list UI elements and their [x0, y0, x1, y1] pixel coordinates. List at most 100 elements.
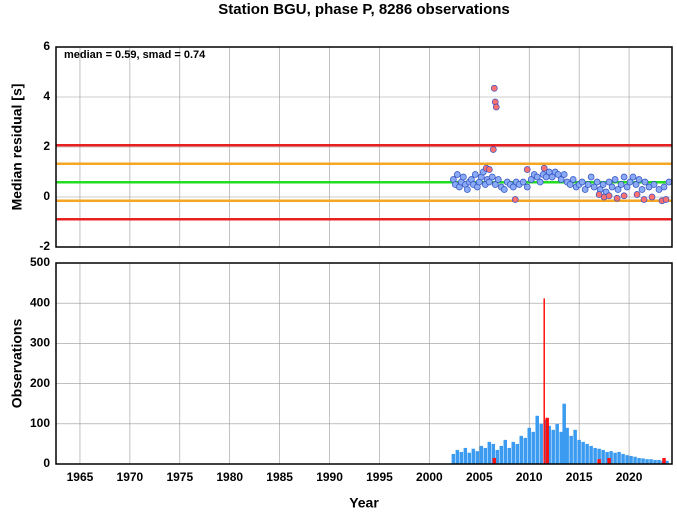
point [587, 173, 595, 181]
bar [653, 459, 657, 464]
point [605, 192, 613, 200]
point [611, 176, 619, 183]
point [489, 146, 497, 153]
annotation: median = 0.59, smad = 0.74 [64, 49, 206, 61]
point [523, 183, 531, 191]
bar [507, 447, 512, 464]
y-axis-label: Observations [9, 319, 25, 409]
bar [463, 447, 468, 464]
bar [662, 457, 666, 464]
point [463, 186, 471, 193]
bar [617, 451, 621, 464]
point [581, 186, 589, 193]
point [569, 176, 577, 183]
bar [547, 425, 551, 464]
y-tick-label: 4 [43, 89, 50, 103]
point [638, 186, 646, 193]
point [548, 173, 556, 181]
bar [645, 459, 649, 464]
bar [487, 441, 492, 464]
bar [535, 415, 539, 464]
point [557, 176, 565, 183]
y-tick-label: 0 [43, 189, 50, 203]
bar [492, 457, 497, 464]
point [566, 181, 574, 188]
y-tick-label: 100 [30, 416, 50, 430]
bar [555, 423, 559, 464]
bar [613, 452, 617, 464]
point [485, 178, 493, 186]
point [509, 183, 517, 191]
bar [459, 451, 464, 464]
y-tick-label: 200 [30, 376, 50, 390]
x-tick-label: 1975 [166, 470, 193, 484]
point [578, 178, 586, 186]
bar [641, 458, 645, 464]
frame [55, 262, 673, 465]
bar [511, 441, 516, 464]
bar [562, 403, 566, 464]
point [471, 171, 479, 178]
y-axis-label: Median residual [s] [9, 84, 25, 211]
y-tick-label: 2 [43, 139, 50, 153]
point [640, 196, 648, 203]
y-tick-label: 300 [30, 336, 50, 350]
point [453, 171, 461, 178]
point [620, 192, 628, 200]
bar [491, 443, 496, 464]
point [500, 186, 508, 193]
point [623, 183, 631, 191]
bar [585, 443, 589, 464]
point [485, 166, 493, 173]
frame [55, 46, 673, 248]
bar [577, 439, 581, 464]
y-tick-label: 0 [43, 456, 50, 470]
point [511, 196, 519, 203]
point [613, 194, 621, 202]
point [492, 103, 500, 111]
chart-title: Station BGU, phase P, 8286 observations [218, 1, 510, 18]
bar [621, 453, 625, 464]
bar [471, 448, 476, 464]
x-tick-label: 1990 [316, 470, 343, 484]
bar [559, 431, 563, 464]
point [662, 196, 670, 203]
point [519, 178, 527, 186]
bar [649, 459, 653, 464]
bar [565, 427, 569, 464]
y-tick-label: 500 [30, 255, 50, 269]
point [660, 183, 668, 191]
bar [665, 460, 669, 464]
bar [545, 417, 549, 464]
bar [625, 455, 629, 464]
point [633, 191, 641, 198]
bar [581, 441, 585, 464]
point [626, 178, 634, 186]
x-tick-label: 2000 [416, 470, 443, 484]
point [629, 173, 637, 181]
point [614, 186, 622, 193]
bar [589, 445, 593, 464]
x-tick-label: 2015 [566, 470, 593, 484]
bar [657, 459, 661, 464]
x-tick-label: 2010 [516, 470, 543, 484]
bar [531, 431, 535, 464]
x-tick-label: 1980 [216, 470, 243, 484]
bar [519, 435, 523, 464]
bar [515, 443, 519, 464]
point [584, 181, 592, 188]
point [650, 181, 658, 188]
bar [527, 427, 531, 464]
bar [467, 452, 472, 464]
bar [637, 457, 641, 464]
bar [543, 298, 545, 464]
x-tick-label: 1965 [67, 470, 94, 484]
point [608, 183, 616, 191]
point [593, 178, 601, 186]
point [459, 173, 467, 181]
bar [593, 447, 597, 464]
bar [629, 455, 633, 464]
y-tick-label: -2 [39, 239, 50, 253]
x-tick-label: 1970 [117, 470, 144, 484]
point [533, 173, 541, 181]
